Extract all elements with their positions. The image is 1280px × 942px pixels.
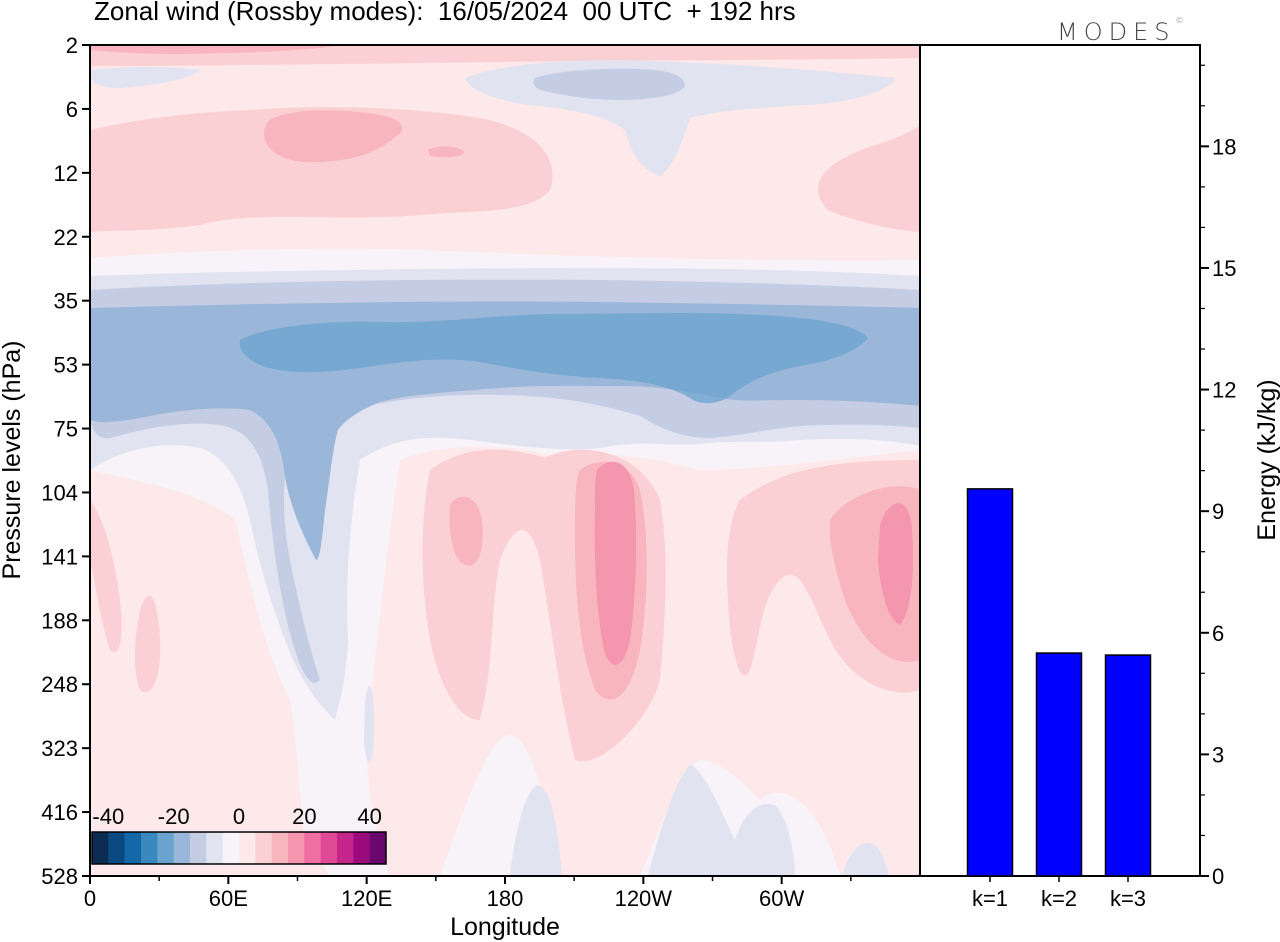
contour-lower-lilac-c [842, 843, 888, 876]
bar-category-label: k=2 [1041, 886, 1077, 911]
contour-lower-pink3-c [449, 496, 483, 566]
contour-upper-pink2-a [90, 107, 553, 232]
energy-axis-title: Energy (kJ/kg) [1253, 379, 1280, 540]
colorbar-swatch [288, 832, 305, 864]
contour-upper-pink2-b [818, 126, 920, 232]
y-tick-label: 323 [41, 736, 78, 761]
x-axis-title: Longitude [450, 913, 560, 941]
energy-tick-label: 12 [1212, 378, 1236, 403]
y-tick-label: 53 [54, 353, 78, 378]
y-tick-label: 35 [54, 289, 78, 314]
x-tick-label: 0 [84, 886, 96, 911]
y-axis-right: 0 3 6 9 12 15 18 [1200, 64, 1236, 889]
y-tick-label: 12 [54, 161, 78, 186]
logo-text: MODES [1057, 18, 1176, 46]
x-axis-bottom: 0 60E 120E 180 120W 60W [84, 876, 852, 911]
colorbar-swatch [92, 832, 109, 864]
x-tick-label: 60W [759, 886, 804, 911]
energy-tick-label: 0 [1212, 864, 1224, 889]
colorbar-tick-label: 40 [357, 804, 381, 829]
y-axis-left: 2 6 12 22 35 53 75 104 141 188 248 323 416 528 [41, 33, 90, 889]
energy-bars: k=1 k=2 k=3 [966, 488, 1152, 911]
bar-category-label: k=1 [972, 886, 1008, 911]
colorbar-tick-label: 20 [292, 804, 316, 829]
colorbar-swatch [157, 832, 175, 864]
contour-upper-pink3-b [428, 146, 464, 158]
contour-upper-pink2-c [90, 45, 920, 66]
colorbar-swatch [222, 832, 240, 864]
contour-lower-lilac-b [648, 765, 795, 876]
x-tick-label: 120W [615, 886, 673, 911]
energy-tick-label: 3 [1212, 742, 1224, 767]
bar-category-label: k=3 [1110, 886, 1146, 911]
contour-lower-pink4-a [594, 461, 637, 665]
y-tick-label: 2 [66, 33, 78, 58]
y-tick-label: 75 [54, 417, 78, 442]
chart-title: Zonal wind (Rossby modes): 16/05/2024 00… [94, 0, 796, 26]
colorbar-swatch [239, 832, 256, 864]
y-tick-label: 141 [41, 544, 78, 569]
colorbar-swatch [304, 832, 322, 864]
x-tick-label: 120E [341, 886, 392, 911]
colorbar-swatch [369, 832, 387, 864]
energy-tick-label: 6 [1212, 621, 1224, 646]
contour-lower-pink2-d [134, 595, 161, 693]
colorbar-swatch [255, 832, 273, 864]
colorbar-swatch [124, 832, 142, 864]
contour-lower-lilac-a [510, 785, 562, 876]
colorbar-swatch [271, 832, 289, 864]
energy-bar [1035, 652, 1083, 877]
y-tick-label: 528 [41, 864, 78, 889]
colorbar-swatch [141, 832, 158, 864]
energy-bar [966, 488, 1014, 877]
y-tick-label: 104 [41, 480, 78, 505]
colorbar-swatch [206, 832, 224, 864]
y-axis-title: Pressure levels (hPa) [0, 341, 26, 580]
contour-jet-core [239, 313, 868, 404]
y-tick-label: 22 [54, 225, 78, 250]
colorbar: -40 -20 0 20 40 [91, 804, 387, 865]
colorbar-tick-label: -40 [92, 804, 124, 829]
colorbar-swatch [173, 832, 191, 864]
y-tick-label: 6 [66, 97, 78, 122]
colorbar-tick-label: 0 [233, 804, 245, 829]
colorbar-swatch [320, 832, 338, 864]
contour-upper-lilac-b [533, 68, 685, 100]
colorbar-swatch [108, 832, 126, 864]
y-tick-label: 188 [41, 608, 78, 633]
logo-mark: © [1175, 16, 1184, 25]
x-tick-label: 180 [487, 886, 524, 911]
contour-upper-pink3-a [264, 110, 403, 163]
colorbar-swatch [337, 832, 354, 864]
y-tick-label: 416 [41, 800, 78, 825]
contour-lower-pink4-b [878, 503, 914, 625]
contour-lower-pink2-c [90, 500, 122, 653]
contour-field [90, 45, 920, 876]
colorbar-tick-label: -20 [158, 804, 190, 829]
y-tick-label: 248 [41, 672, 78, 697]
contour-upper-lilac-c [90, 67, 200, 88]
modes-logo: MODES© [1057, 16, 1184, 46]
contour-lower-lilac-d [364, 685, 375, 763]
x-tick-label: 60E [209, 886, 248, 911]
energy-bar [1104, 654, 1152, 877]
colorbar-frame [91, 831, 387, 865]
contour-upper-pink3-c [90, 45, 340, 54]
energy-tick-label: 18 [1212, 134, 1236, 159]
energy-tick-label: 15 [1212, 256, 1236, 281]
colorbar-swatch [353, 832, 371, 864]
colorbar-swatch [190, 832, 207, 864]
energy-tick-label: 9 [1212, 499, 1224, 524]
